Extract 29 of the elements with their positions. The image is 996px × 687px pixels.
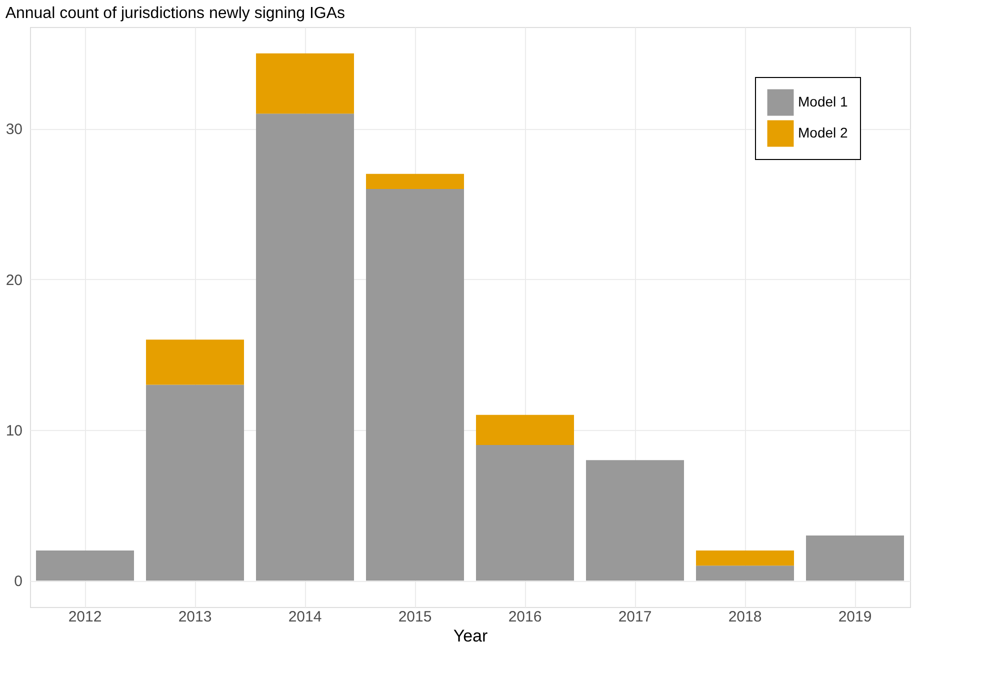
bar: [146, 384, 244, 581]
bar: [476, 445, 574, 581]
bar: [366, 174, 464, 189]
x-tick-label: 2015: [398, 608, 432, 626]
x-tick-label: 2016: [508, 608, 542, 626]
bar: [366, 188, 464, 581]
y-tick-label: 0: [14, 573, 22, 590]
x-tick-label: 2019: [838, 608, 872, 626]
chart-title: Annual count of jurisdictions newly signing IGAs: [5, 5, 346, 22]
x-tick-label: 2014: [288, 608, 322, 626]
bar: [36, 550, 134, 581]
x-tick-label: 2017: [618, 608, 652, 626]
bar: [146, 340, 244, 385]
y-tick-label: 20: [6, 272, 22, 289]
x-axis-title: Year: [453, 626, 488, 646]
bar: [696, 550, 794, 566]
bar: [256, 53, 354, 114]
x-tick-label: 2012: [68, 608, 102, 626]
y-tick-label: 30: [6, 121, 22, 138]
y-tick-label: 10: [6, 422, 22, 440]
x-tick-label: 2018: [728, 608, 762, 626]
legend-label: Model 1: [798, 94, 848, 110]
bar: [476, 414, 574, 446]
bar: [696, 566, 794, 581]
bar: [806, 535, 904, 581]
bar: [586, 460, 684, 581]
bar: [256, 114, 354, 581]
x-tick-label: 2013: [178, 608, 212, 626]
legend-label: Model 2: [798, 124, 848, 140]
